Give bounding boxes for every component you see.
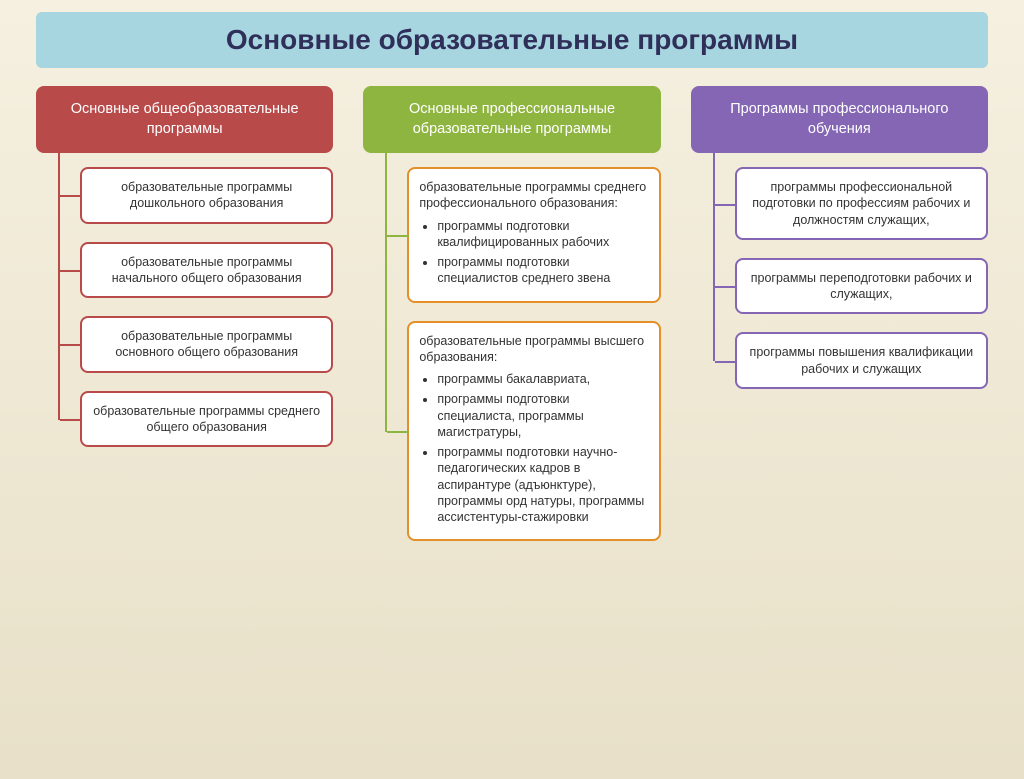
child-training-0: программы профессиональной подготовки по… — [735, 167, 988, 240]
children-training: программы профессиональной подготовки по… — [691, 167, 988, 389]
children-professional: образовательные программы среднего профе… — [363, 167, 660, 541]
columns-container: Основные общеобразовательные программы о… — [0, 86, 1024, 541]
child-professional-0-lead: образовательные программы среднего профе… — [419, 179, 648, 212]
header-general: Основные общеобразовательные программы — [36, 86, 333, 153]
bullet: программы подготовки научно-педагогическ… — [437, 444, 648, 525]
child-general-0: образовательные программы дошкольного об… — [80, 167, 333, 224]
child-general-1: образовательные программы начального общ… — [80, 242, 333, 299]
child-professional-1: образовательные программы высшего образо… — [407, 321, 660, 542]
child-general-2: образовательные программы основного обще… — [80, 316, 333, 373]
child-general-3: образовательные программы среднего общег… — [80, 391, 333, 448]
child-training-2: программы повышения квалификации рабочих… — [735, 332, 988, 389]
bullet: программы подготовки специалистов средне… — [437, 254, 648, 287]
connector-training — [713, 153, 715, 361]
child-professional-1-list: программы бакалавриата, программы подгот… — [419, 371, 648, 525]
child-professional-0-list: программы подготовки квалифицированных р… — [419, 218, 648, 287]
bullet: программы подготовки квалифицированных р… — [437, 218, 648, 251]
page-title: Основные образовательные программы — [36, 12, 988, 68]
header-professional: Основные профессиональные образовательны… — [363, 86, 660, 153]
bullet: программы подготовки специалиста, програ… — [437, 391, 648, 440]
column-general: Основные общеобразовательные программы о… — [36, 86, 333, 447]
connector-general — [58, 153, 60, 420]
child-professional-0: образовательные программы среднего профе… — [407, 167, 660, 303]
connector-professional — [385, 153, 387, 432]
column-training: Программы профессионального обучения про… — [691, 86, 988, 389]
header-training: Программы профессионального обучения — [691, 86, 988, 153]
child-training-1: программы переподготовки рабочих и служа… — [735, 258, 988, 315]
children-general: образовательные программы дошкольного об… — [36, 167, 333, 447]
bullet: программы бакалавриата, — [437, 371, 648, 387]
child-professional-1-lead: образовательные программы высшего образо… — [419, 333, 648, 366]
column-professional: Основные профессиональные образовательны… — [363, 86, 660, 541]
